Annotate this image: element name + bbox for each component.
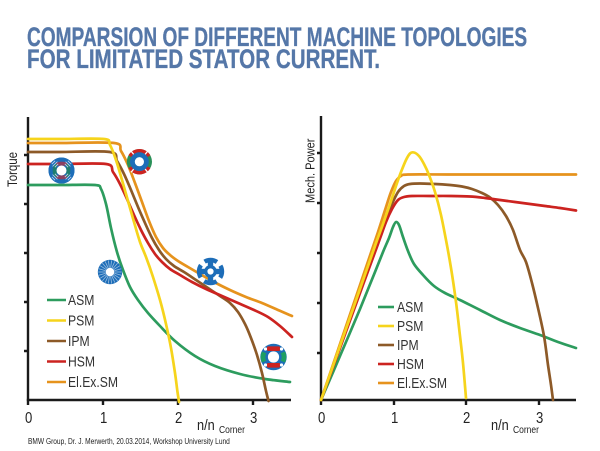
svg-text:1: 1: [391, 410, 398, 427]
svg-text:0: 0: [318, 410, 325, 427]
svg-text:0: 0: [25, 410, 32, 427]
svg-text:1: 1: [100, 410, 107, 427]
svg-text:PSM: PSM: [68, 313, 94, 329]
svg-text:Mech. Power: Mech. Power: [303, 139, 318, 203]
svg-text:Torque: Torque: [5, 152, 20, 187]
svg-text:3: 3: [536, 410, 543, 427]
svg-text:HSM: HSM: [68, 354, 95, 370]
svg-text:3: 3: [250, 410, 257, 427]
svg-text:HSM: HSM: [397, 356, 424, 372]
svg-text:COMPARSION OF DIFFERENT MACHIN: COMPARSION OF DIFFERENT MACHINE TOPOLOGI…: [27, 22, 527, 52]
svg-text:2: 2: [175, 410, 182, 427]
svg-text:2: 2: [463, 410, 470, 427]
svg-text:Corner: Corner: [219, 424, 245, 435]
svg-text:PSM: PSM: [397, 318, 423, 334]
svg-text:n/n: n/n: [491, 417, 509, 433]
svg-text:IPM: IPM: [68, 333, 90, 349]
svg-text:FOR LIMITATED STATOR CURRENT.: FOR LIMITATED STATOR CURRENT.: [27, 46, 380, 75]
svg-text:n/n: n/n: [197, 417, 215, 433]
svg-text:BMW Group, Dr. J. Merwerth, 20: BMW Group, Dr. J. Merwerth, 20.03.2014, …: [28, 436, 230, 446]
svg-text:ASM: ASM: [68, 292, 94, 308]
svg-text:ASM: ASM: [397, 299, 423, 315]
svg-text:El.Ex.SM: El.Ex.SM: [397, 375, 447, 391]
svg-text:IPM: IPM: [397, 337, 419, 353]
svg-text:Corner: Corner: [513, 424, 539, 435]
svg-text:El.Ex.SM: El.Ex.SM: [68, 374, 118, 390]
